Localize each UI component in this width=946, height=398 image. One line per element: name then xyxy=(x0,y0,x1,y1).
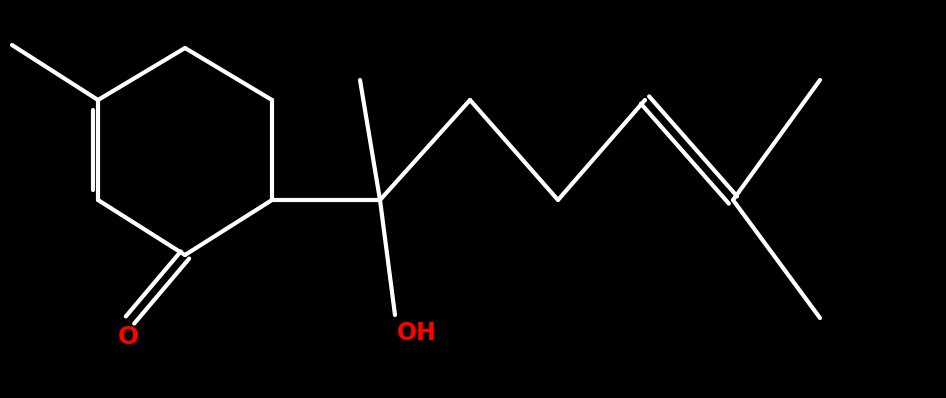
Text: O: O xyxy=(117,325,139,349)
Text: OH: OH xyxy=(397,321,437,345)
